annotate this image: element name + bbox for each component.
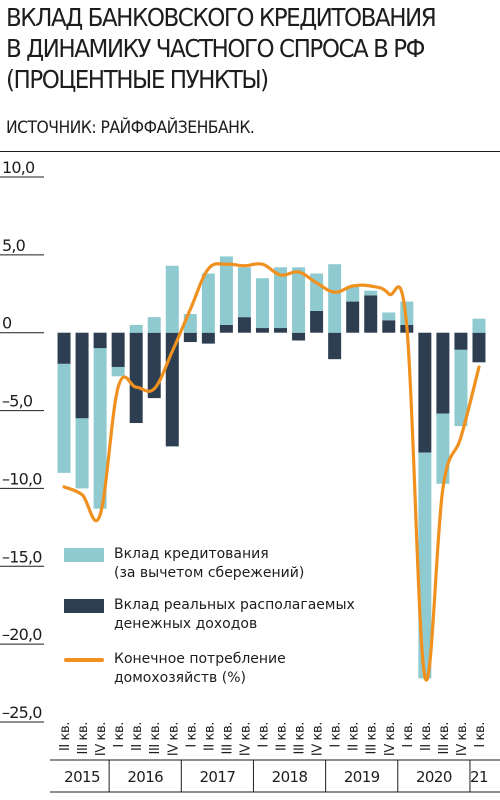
year-label: 2020 xyxy=(416,768,452,786)
x-tick-label: III кв. xyxy=(148,722,163,754)
bar-income xyxy=(255,328,269,333)
x-tick-label: III кв. xyxy=(437,722,452,754)
bar-income xyxy=(183,332,197,343)
bar-income xyxy=(436,332,450,414)
x-tick-label: II кв. xyxy=(275,722,290,751)
bar-credit xyxy=(346,286,360,302)
bar-credit xyxy=(328,264,342,333)
bar-credit xyxy=(310,273,324,311)
x-tick-label: IV кв. xyxy=(94,722,109,756)
bar-income xyxy=(274,328,288,333)
legend-swatch-credit xyxy=(64,548,104,562)
bar-credit xyxy=(147,317,161,333)
bar-credit xyxy=(292,267,306,333)
bar-income xyxy=(454,332,468,350)
year-label: 2016 xyxy=(127,768,163,786)
x-tick-label: I кв. xyxy=(184,722,199,748)
bar-credit xyxy=(436,413,450,484)
year-label: 21 xyxy=(470,768,488,786)
x-tick-label: II кв. xyxy=(202,722,217,751)
legend-label-consumption: Конечное потребление домохозяйств (%) xyxy=(114,651,286,686)
y-tick-label: 0 xyxy=(2,314,12,333)
bar-income xyxy=(201,332,215,344)
y-tick-label: 10,0 xyxy=(2,158,35,177)
year-label: 2015 xyxy=(64,768,100,786)
x-tick-label: IV кв. xyxy=(311,722,326,756)
bar-credit xyxy=(111,366,125,377)
legend-label-income: Вклад реальных располагаемых денежных до… xyxy=(114,597,355,632)
x-tick-label: I кв. xyxy=(329,722,344,748)
y-tick-label: –10,0 xyxy=(2,469,42,488)
x-tick-label: II кв. xyxy=(130,722,145,751)
bar-credit xyxy=(454,349,468,427)
x-tick-label: I кв. xyxy=(112,722,127,748)
y-tick-label: –5,0 xyxy=(2,392,33,411)
x-tick-label: I кв. xyxy=(256,722,271,748)
line-consumption xyxy=(62,262,481,682)
year-label: 2019 xyxy=(344,768,380,786)
legend-swatch-income xyxy=(64,599,104,613)
bar-income xyxy=(237,317,251,333)
line-series xyxy=(62,262,481,682)
bar-credit xyxy=(75,418,89,489)
bar-income xyxy=(219,324,233,333)
bar-income xyxy=(310,310,324,333)
x-tick-label: IV кв. xyxy=(166,722,181,756)
chart-source: ИСТОЧНИК: РАЙФФАЙЗЕНБАНК. xyxy=(6,118,255,138)
bar-credit xyxy=(237,267,251,318)
bar-credit xyxy=(201,273,215,333)
x-tick-label: IV кв. xyxy=(455,722,470,756)
bar-line-chart: 10,05,00–5,0–10,0–15,0–20,0–25,0 II кв. I… xyxy=(0,158,500,793)
x-tick-label: II кв. xyxy=(58,722,73,751)
title-divider xyxy=(0,151,500,152)
bar-income xyxy=(57,332,71,364)
bar-income xyxy=(472,332,486,363)
y-tick-label: 5,0 xyxy=(2,236,26,255)
chart-title: ВКЛАД БАНКОВСКОГО КРЕДИТОВАНИЯ В ДИНАМИК… xyxy=(6,3,437,94)
x-tick-label: III кв. xyxy=(76,722,91,754)
x-axis: II кв. III кв. IV кв. I кв. II кв. III кв. IV … xyxy=(50,722,500,793)
bar-credit xyxy=(165,265,179,333)
x-tick-label: I кв. xyxy=(401,722,416,748)
bar-income xyxy=(328,332,342,360)
bar-income xyxy=(382,320,396,333)
bar-income xyxy=(418,332,432,453)
legend-swatch-consumption xyxy=(64,658,104,662)
y-tick-label: –15,0 xyxy=(2,547,42,566)
bar-income xyxy=(111,332,125,367)
year-label: 2017 xyxy=(199,768,235,786)
x-tick-label: III кв. xyxy=(365,722,380,754)
x-tick-label: II кв. xyxy=(347,722,362,751)
x-tick-label: III кв. xyxy=(220,722,235,754)
bar-credit xyxy=(219,256,233,325)
bar-income xyxy=(129,332,143,424)
y-axis: 10,0 5,0 0 –5,0 –10,0 –15,0 –20,0 –25,0 xyxy=(0,158,44,723)
bar-credit xyxy=(57,363,71,473)
bar-income xyxy=(292,332,306,341)
bar-income xyxy=(93,332,107,349)
bar-credit xyxy=(255,278,269,329)
bar-credit xyxy=(274,267,288,329)
x-tick-label: II кв. xyxy=(419,722,434,751)
bar-credit xyxy=(93,348,107,509)
bar-credit xyxy=(472,318,486,333)
bar-income xyxy=(346,301,360,333)
x-tick-label: I кв. xyxy=(473,722,488,748)
x-tick-label: IV кв. xyxy=(238,722,253,756)
year-label: 2018 xyxy=(272,768,308,786)
x-tick-label: III кв. xyxy=(293,722,308,754)
bar-income xyxy=(364,295,378,333)
bar-credit xyxy=(129,324,143,333)
y-tick-label: –20,0 xyxy=(2,625,42,644)
x-tick-label: IV кв. xyxy=(383,722,398,756)
legend-label-credit: Вклад кредитования (за вычетом сбережени… xyxy=(114,546,305,581)
bar-credit xyxy=(364,290,378,296)
bar-credit xyxy=(382,312,396,321)
bar-series xyxy=(57,256,486,679)
bar-income xyxy=(75,332,89,419)
y-tick-label: –25,0 xyxy=(2,703,42,722)
